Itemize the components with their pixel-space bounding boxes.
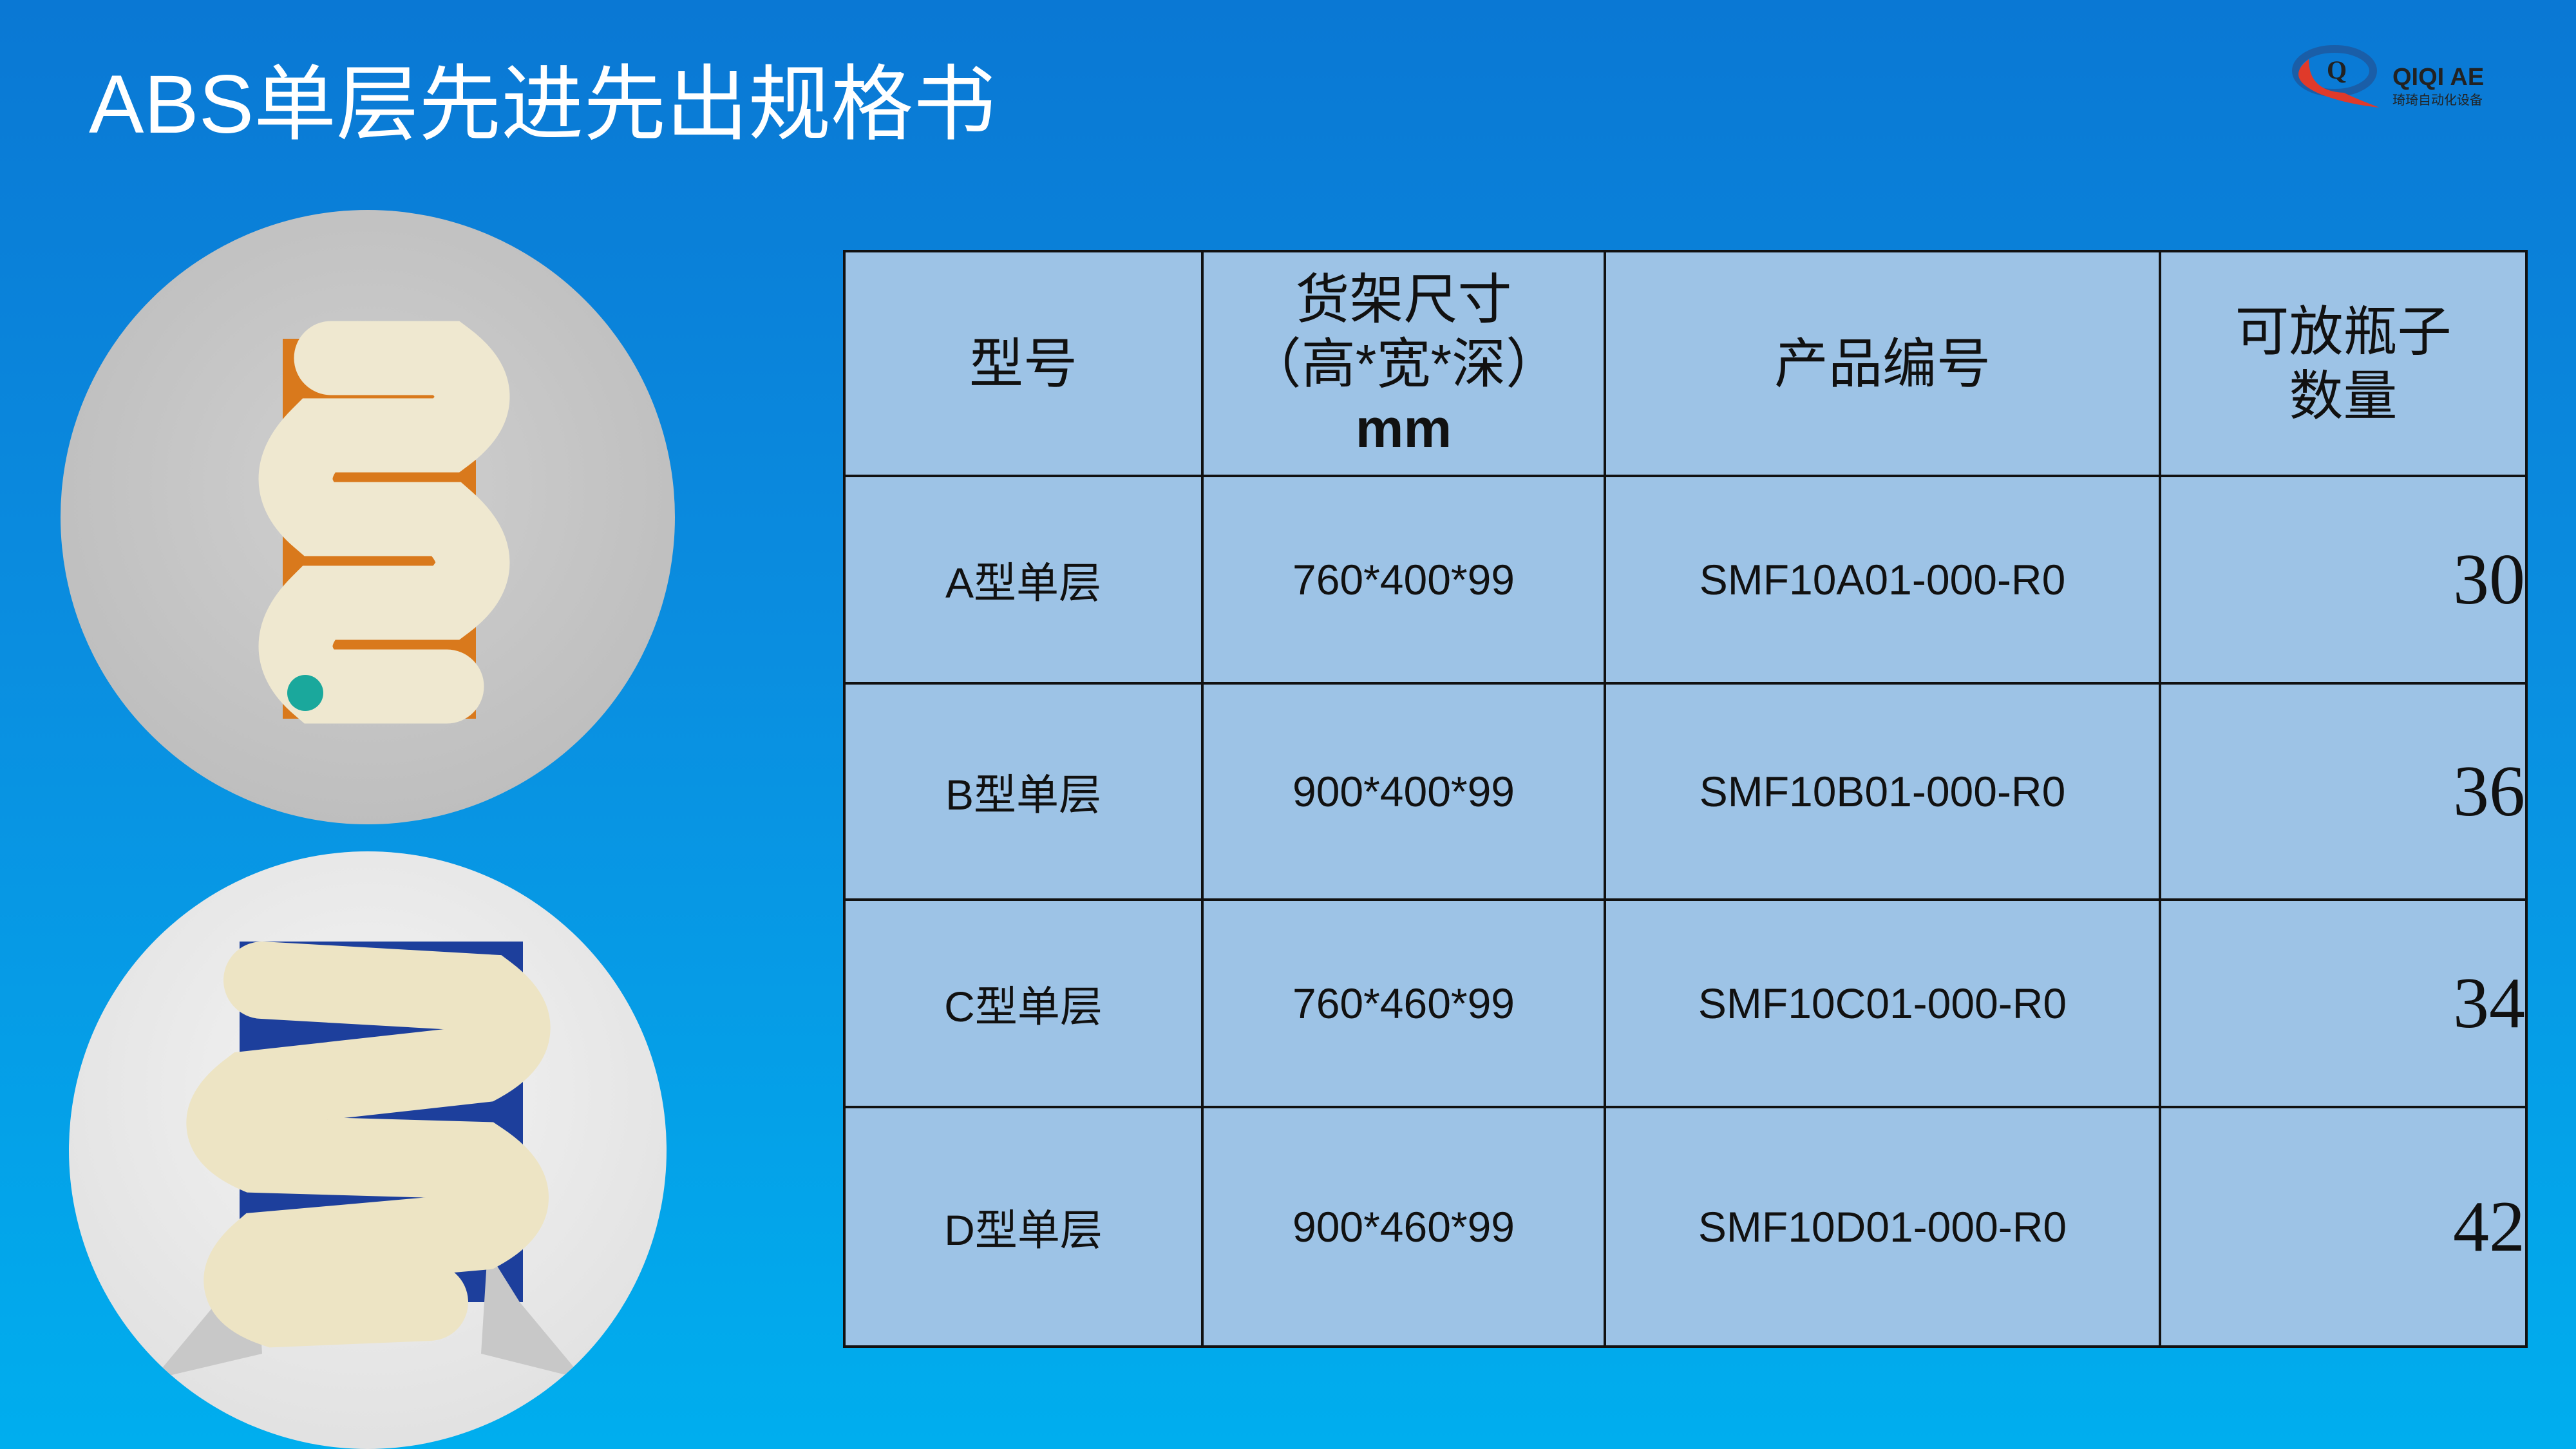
header-size-unit: mm: [1355, 397, 1452, 459]
cell-qty: 36: [2159, 682, 2528, 901]
cell-code: SMF10D01-000-R0: [1604, 1106, 2161, 1348]
cell-qty: 42: [2159, 1106, 2528, 1348]
cell-size: 760*460*99: [1201, 898, 1606, 1108]
header-size-line1: 货架尺寸: [1295, 269, 1512, 330]
svg-text:QIQI AE: QIQI AE: [2392, 64, 2484, 91]
table-row: C型单层 760*460*99 SMF10C01-000-R0 34: [843, 898, 2528, 1108]
table-row: A型单层 760*400*99 SMF10A01-000-R0 30: [843, 475, 2528, 685]
product-image-orange-rack: [61, 210, 675, 824]
header-code: 产品编号: [1604, 250, 2161, 477]
spec-table: 型号 货架尺寸 （高*宽*深） mm 产品编号 可放瓶子 数量 A型单层 760…: [843, 250, 2528, 1348]
header-model: 型号: [843, 250, 1204, 477]
cell-size: 900*400*99: [1201, 682, 1606, 901]
header-qty-line2: 数量: [2289, 365, 2398, 426]
cell-model: C型单层: [843, 898, 1204, 1108]
header-qty: 可放瓶子 数量: [2159, 250, 2528, 477]
company-logo: Q QIQI AE 琦琦自动化设备: [2283, 40, 2528, 111]
cell-size: 760*400*99: [1201, 475, 1606, 685]
cell-model: D型单层: [843, 1106, 1204, 1348]
cell-model: B型单层: [843, 682, 1204, 901]
table-header-row: 型号 货架尺寸 （高*宽*深） mm 产品编号 可放瓶子 数量: [843, 250, 2528, 477]
svg-text:琦琦自动化设备: 琦琦自动化设备: [2392, 92, 2483, 108]
header-qty-line1: 可放瓶子: [2235, 301, 2452, 362]
cell-code: SMF10A01-000-R0: [1604, 475, 2161, 685]
cell-qty: 30: [2159, 475, 2528, 685]
header-size-line2: （高*宽*深）: [1247, 333, 1560, 394]
header-size: 货架尺寸 （高*宽*深） mm: [1201, 250, 1606, 477]
page-title: ABS单层先进先出规格书: [89, 59, 996, 151]
table-row: D型单层 900*460*99 SMF10D01-000-R0 42: [843, 1106, 2528, 1348]
cell-size: 900*460*99: [1201, 1106, 1606, 1348]
product-image-blue-rack: [69, 851, 667, 1449]
cell-model: A型单层: [843, 475, 1204, 685]
logo-q-icon: Q QIQI AE 琦琦自动化设备: [2292, 45, 2484, 108]
cell-qty: 34: [2159, 898, 2528, 1108]
cell-code: SMF10C01-000-R0: [1604, 898, 2161, 1108]
svg-text:Q: Q: [2327, 55, 2347, 84]
table-row: B型单层 900*400*99 SMF10B01-000-R0 36: [843, 682, 2528, 901]
cell-code: SMF10B01-000-R0: [1604, 682, 2161, 901]
